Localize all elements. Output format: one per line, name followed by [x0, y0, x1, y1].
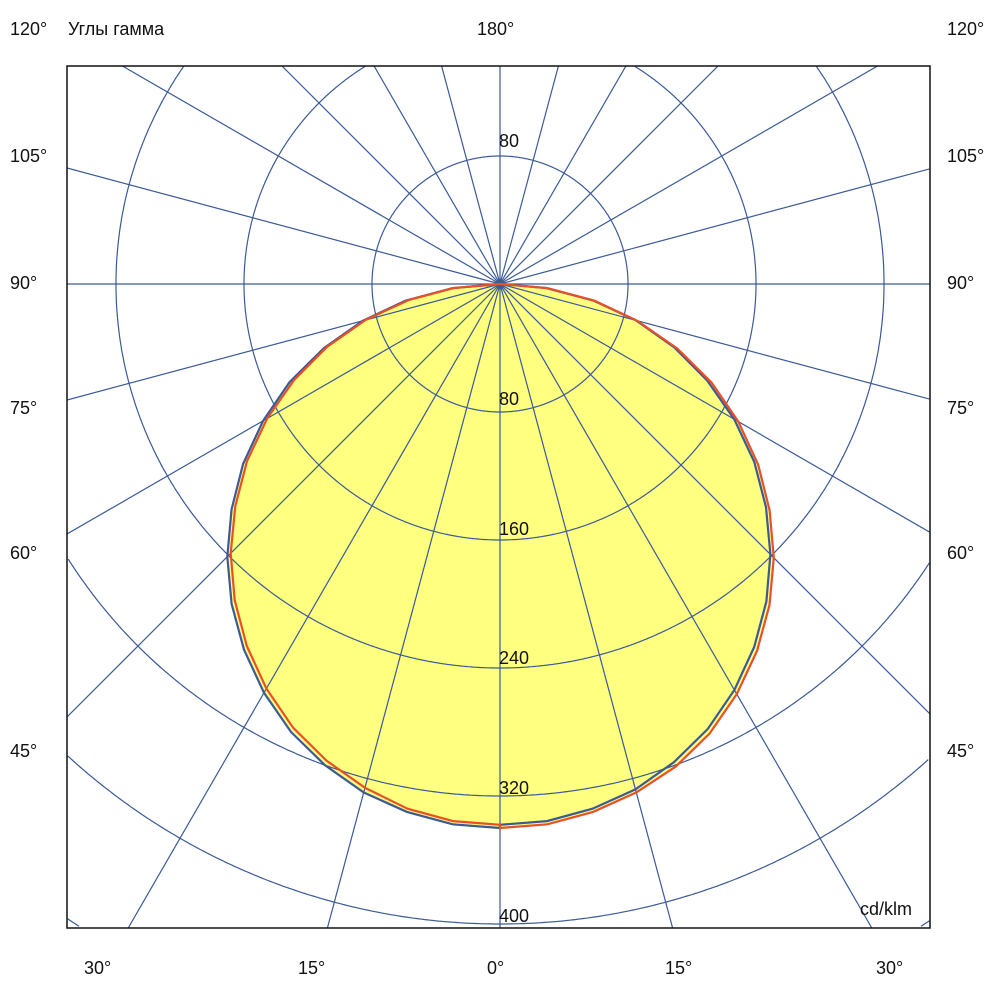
grid-ray-240: [122, 66, 501, 285]
grid-ray-60: [499, 283, 930, 533]
grid-circle-320: [67, 558, 930, 797]
radial-tick-label: 240: [499, 648, 529, 668]
bottom-angle-label: 30°: [876, 958, 903, 978]
grid-ray-195: [441, 66, 501, 285]
grid-ray-300: [67, 283, 501, 535]
right-angle-label: 90°: [947, 273, 974, 293]
grid-ray-330: [127, 283, 501, 928]
grid-circle-400: [67, 755, 929, 925]
right-angle-label: 45°: [947, 741, 974, 761]
grid-ray-75: [499, 283, 930, 400]
grid-ray-225: [281, 66, 501, 285]
left-angle-label: 75°: [10, 398, 37, 418]
bottom-angle-label: 15°: [298, 958, 325, 978]
grid-circle-480: [67, 918, 930, 927]
bottom-angle-label: 15°: [665, 958, 692, 978]
top-angle-label: 180°: [477, 19, 514, 39]
grid-ray-255: [67, 167, 501, 285]
left-angle-label: 90°: [10, 273, 37, 293]
grid-ray-345: [326, 283, 501, 928]
grid-ray-135: [499, 66, 719, 285]
radial-tick-label: 80: [499, 389, 519, 409]
grid-ray-315: [67, 283, 501, 718]
chart-title: Углы гамма: [68, 19, 165, 39]
grid-ray-210: [373, 66, 501, 285]
grid-ray-45: [499, 283, 930, 715]
grid-ray-15: [499, 283, 674, 928]
right-angle-label: 120°: [947, 19, 984, 39]
left-angle-label: 120°: [10, 19, 47, 39]
plot-frame: [66, 65, 931, 929]
radial-tick-label: 400: [499, 906, 529, 926]
unit-label: cd/klm: [860, 899, 912, 919]
series-curve-1: [229, 282, 775, 830]
grid-ray-30: [499, 283, 873, 928]
radial-tick-label: 80: [499, 131, 519, 151]
grid-ray-120: [499, 66, 878, 285]
grid-ray-285: [67, 283, 501, 401]
grid-ray-150: [499, 66, 627, 285]
grid-ray-165: [499, 66, 559, 285]
right-angle-label: 75°: [947, 398, 974, 418]
right-angle-label: 60°: [947, 543, 974, 563]
left-angle-label: 60°: [10, 543, 37, 563]
left-angle-label: 45°: [10, 741, 37, 761]
bottom-angle-label: 0°: [487, 958, 504, 978]
radial-tick-label: 320: [499, 778, 529, 798]
series-fill-1: [230, 284, 774, 828]
left-angle-label: 105°: [10, 146, 47, 166]
radial-tick-label: 160: [499, 519, 529, 539]
bottom-angle-label: 30°: [84, 958, 111, 978]
grid-ray-105: [499, 168, 930, 285]
right-angle-label: 105°: [947, 146, 984, 166]
